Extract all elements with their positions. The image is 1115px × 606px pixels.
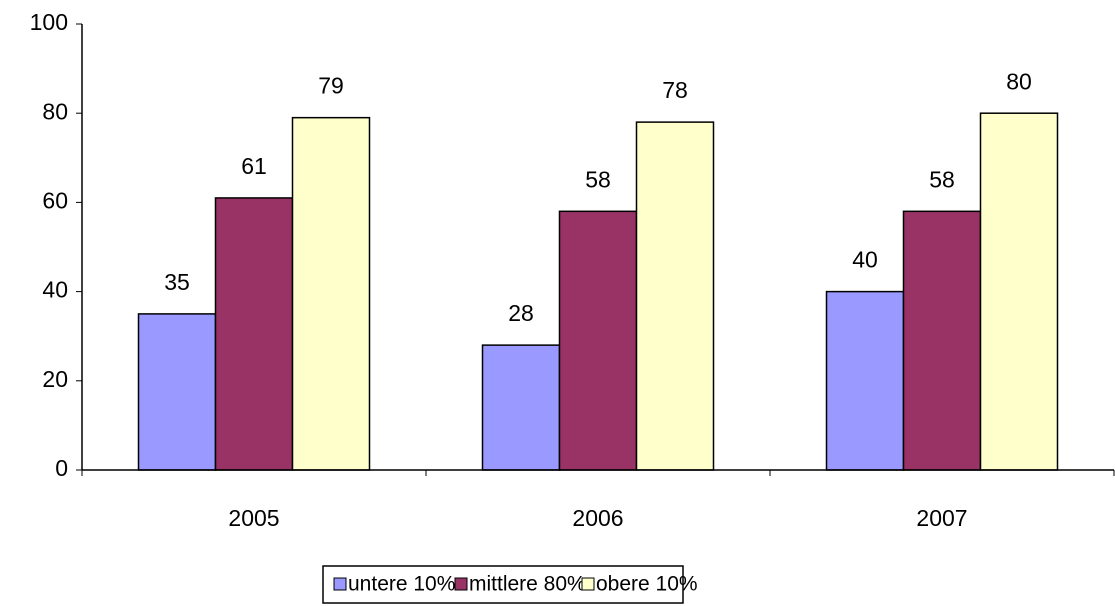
bar — [481, 344, 561, 471]
bar — [825, 290, 905, 471]
bar — [902, 210, 982, 471]
bar — [558, 210, 638, 471]
legend-label: untere 10% — [348, 573, 455, 596]
y-tick-label: 100 — [30, 9, 68, 35]
value-label: 61 — [241, 153, 267, 179]
y-tick-label: 60 — [42, 187, 68, 213]
value-label: 78 — [662, 77, 688, 103]
value-label: 40 — [852, 247, 878, 273]
value-label: 80 — [1006, 68, 1032, 94]
value-label: 28 — [508, 300, 534, 326]
legend-box — [322, 565, 684, 604]
bar — [214, 197, 294, 471]
x-tick-label: 2005 — [228, 505, 279, 531]
x-tick-label: 2007 — [916, 505, 967, 531]
legend-label: mittlere 80% — [469, 573, 586, 596]
legend-swatch — [454, 577, 468, 591]
value-label: 58 — [585, 166, 611, 192]
bar — [291, 116, 371, 471]
bar — [979, 112, 1059, 471]
value-label: 79 — [318, 73, 344, 99]
y-tick-label: 20 — [42, 366, 68, 392]
x-tick-label: 2006 — [572, 505, 623, 531]
bar — [137, 313, 217, 471]
y-tick-label: 40 — [42, 277, 68, 303]
bar — [635, 121, 715, 471]
value-label: 35 — [164, 269, 190, 295]
legend-label: obere 10% — [596, 573, 698, 596]
y-tick-label: 0 — [55, 455, 68, 481]
y-tick-label: 80 — [42, 98, 68, 124]
legend-swatch — [581, 577, 595, 591]
legend-swatch — [333, 577, 347, 591]
legend: untere 10% mittlere 80% obere 10% — [322, 565, 698, 604]
value-label: 58 — [929, 166, 955, 192]
